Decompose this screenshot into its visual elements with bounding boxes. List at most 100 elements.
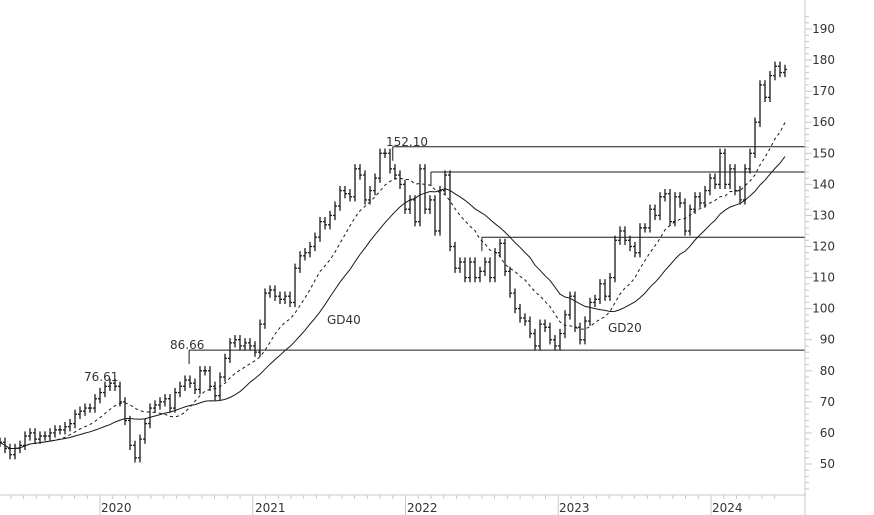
price-bar xyxy=(458,257,462,273)
y-tick-label: 130 xyxy=(812,208,835,222)
price-bar xyxy=(113,378,117,391)
price-bar xyxy=(233,335,237,348)
price-bar xyxy=(533,328,537,351)
price-bar xyxy=(568,291,572,320)
price-bar xyxy=(528,316,532,339)
price-bar xyxy=(423,164,427,214)
price-bar xyxy=(328,210,332,230)
moving-averages xyxy=(0,122,786,449)
price-bar xyxy=(348,189,352,202)
price-bar xyxy=(313,232,317,252)
price-bar xyxy=(303,248,307,261)
price-bar xyxy=(193,378,197,395)
price-bar xyxy=(243,338,247,351)
y-tick-label: 60 xyxy=(820,426,835,440)
price-bar xyxy=(393,164,397,180)
price-bar xyxy=(63,422,67,435)
price-bar xyxy=(123,397,127,426)
price-bar xyxy=(298,251,302,273)
y-tick-label: 150 xyxy=(812,146,835,160)
price-bar xyxy=(453,241,457,273)
price-bar xyxy=(58,425,62,435)
price-bar xyxy=(698,192,702,208)
price-bar xyxy=(258,319,262,357)
price-bar xyxy=(148,403,152,429)
price-bars xyxy=(0,61,787,463)
price-bar xyxy=(168,394,172,413)
x-tick-label: 2020 xyxy=(101,501,132,515)
price-bar xyxy=(543,319,547,332)
price-bar xyxy=(373,173,377,196)
price-bar xyxy=(598,279,602,304)
price-bar xyxy=(663,189,667,202)
price-bar xyxy=(138,434,142,463)
price-bar xyxy=(668,189,672,227)
price-bar xyxy=(228,338,232,364)
price-bar xyxy=(143,418,147,444)
price-bar xyxy=(288,291,292,308)
price-bar xyxy=(523,313,527,326)
price-bar xyxy=(723,148,727,190)
y-tick-label: 90 xyxy=(820,333,835,347)
price-bar xyxy=(503,238,507,277)
price-bar xyxy=(638,223,642,258)
price-bar xyxy=(53,425,57,438)
price-bar xyxy=(368,185,372,205)
price-bar xyxy=(188,375,192,388)
price-bar xyxy=(613,235,617,283)
peak-label-76: 76.61 xyxy=(84,370,118,384)
price-bar xyxy=(88,403,92,413)
price-bar xyxy=(408,195,412,214)
price-bar xyxy=(213,381,217,401)
price-bar xyxy=(643,223,647,233)
price-bar xyxy=(428,195,432,214)
price-bar xyxy=(448,170,452,252)
level-label-86: 86.66 xyxy=(170,338,204,352)
price-bar xyxy=(108,378,112,391)
price-bar xyxy=(103,381,107,398)
y-tick-label: 160 xyxy=(812,115,835,129)
price-bar xyxy=(508,266,512,298)
price-bar xyxy=(493,248,497,283)
price-bar xyxy=(478,266,482,283)
price-bar xyxy=(753,117,757,158)
price-bar xyxy=(93,394,97,413)
price-bar xyxy=(338,185,342,211)
price-bar xyxy=(658,192,662,221)
price-bar xyxy=(443,170,447,196)
price-bar xyxy=(483,257,487,277)
y-tick-label: 120 xyxy=(812,240,835,254)
price-bar xyxy=(248,338,252,351)
ma-line-gd40 xyxy=(0,156,786,449)
price-bar xyxy=(488,257,492,283)
price-bar xyxy=(703,185,707,208)
price-bar xyxy=(0,437,2,447)
price-bar xyxy=(418,164,422,227)
price-bar xyxy=(183,375,187,391)
price-bar xyxy=(208,366,212,391)
price-bar xyxy=(778,61,782,78)
x-tick-label: 2023 xyxy=(559,501,590,515)
price-bar xyxy=(573,291,577,332)
y-tick-label: 80 xyxy=(820,364,835,378)
price-bar xyxy=(23,431,27,451)
y-tick-label: 190 xyxy=(812,22,835,36)
price-bar xyxy=(318,216,322,242)
price-bar xyxy=(518,303,522,323)
price-bar xyxy=(363,170,367,205)
price-bar xyxy=(463,257,467,283)
price-bar xyxy=(13,443,17,460)
price-bar xyxy=(293,263,297,308)
price-bar xyxy=(623,226,627,245)
price-bar xyxy=(738,185,742,205)
y-tick-label: 110 xyxy=(812,271,835,285)
price-bar xyxy=(333,201,337,221)
price-bar xyxy=(413,195,417,227)
price-bar xyxy=(383,148,387,158)
axes: 50 60 70 80 90 100 110 120 130 140 150 160 170 180 190… xyxy=(0,0,835,515)
price-bar xyxy=(308,241,312,258)
price-bar xyxy=(768,70,772,103)
price-bar xyxy=(178,381,182,398)
price-bar xyxy=(43,431,47,441)
price-bar xyxy=(498,238,502,258)
